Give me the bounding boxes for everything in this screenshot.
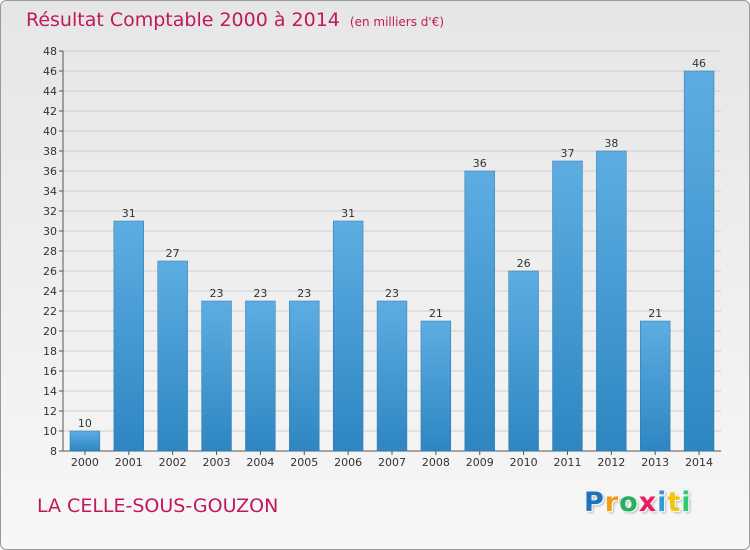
bar-value-label: 23 [210,287,224,300]
bar-value-label: 38 [604,137,618,150]
y-tick-label: 34 [43,185,57,198]
bar [508,270,539,452]
bar-value-label: 36 [473,157,487,170]
chart-unit: (en milliers d'€) [349,15,445,29]
bar-value-label: 21 [648,307,662,320]
bar-value-label: 31 [122,207,136,220]
y-tick-label: 48 [43,45,57,58]
y-tick-label: 32 [43,205,57,218]
y-tick-label: 46 [43,65,57,78]
bar-value-label: 23 [385,287,399,300]
bar [640,320,671,452]
bar [332,220,364,452]
x-tick-label: 2005 [290,456,318,469]
logo-letter: r [604,487,620,518]
y-tick-label: 36 [43,165,57,178]
x-tick-label: 2001 [115,456,143,469]
bar [464,170,495,452]
y-tick-label: 44 [43,85,57,98]
y-tick-label: 30 [43,225,57,238]
logo-letter: P [584,487,605,518]
logo-letter: o [619,487,639,518]
bar-value-label: 31 [341,207,355,220]
y-tick-label: 28 [43,245,57,258]
bar-value-label: 23 [297,287,311,300]
x-tick-label: 2010 [510,456,538,469]
bar [245,300,276,452]
bar [289,300,320,452]
y-tick-label: 22 [43,305,57,318]
bar [113,220,144,452]
y-tick-label: 20 [43,325,57,338]
y-tick-label: 8 [50,445,57,458]
y-tick-label: 38 [43,145,57,158]
x-tick-label: 2008 [422,456,450,469]
bar [683,70,715,452]
logo-letter: i [657,487,668,518]
bar-value-label: 10 [78,417,92,430]
bar [596,150,627,452]
y-tick-label: 40 [43,125,57,138]
x-tick-label: 2000 [71,456,99,469]
logo-letter: t [667,487,682,518]
data-labels: 10 31 27 23 23 23 31 23 21 36 26 37 38 21 46 [78,57,706,430]
bar [201,300,232,452]
bar-value-label: 37 [560,147,574,160]
bar [157,260,188,452]
bar-value-label: 27 [166,247,180,260]
bar [420,320,452,452]
x-tick-label: 2012 [597,456,625,469]
x-tick-label: 2009 [466,456,494,469]
y-tick-label: 14 [43,385,57,398]
axes: 8 10 12 14 16 18 20 22 24 26 28 30 32 34 36 38 40 42 44 46 4… [43,45,721,469]
y-tick-label: 42 [43,105,57,118]
bar [69,430,101,452]
chart-title: Résultat Comptable 2000 à 2014 [26,9,340,31]
x-tick-label: 2014 [685,456,713,469]
bar-value-label: 23 [253,287,267,300]
logo-letter: i [681,487,692,518]
proxiti-logo[interactable]: Proxiti [584,487,692,518]
x-tick-label: 2004 [246,456,274,469]
x-tick-label: 2006 [334,456,362,469]
x-tick-label: 2011 [553,456,581,469]
y-tick-label: 18 [43,345,57,358]
logo-letter: x [638,487,658,518]
bar [552,160,583,452]
y-tick-label: 26 [43,265,57,278]
y-tick-label: 10 [43,425,57,438]
bars [69,70,715,452]
bar-value-label: 26 [517,257,531,270]
x-tick-label: 2007 [378,456,406,469]
bar-value-label: 21 [429,307,443,320]
x-tick-label: 2003 [203,456,231,469]
y-tick-label: 12 [43,405,57,418]
chart-title-block: Résultat Comptable 2000 à 2014 (en millie… [26,9,444,31]
y-tick-label: 24 [43,285,57,298]
bar [376,300,408,452]
y-tick-label: 16 [43,365,57,378]
bar-value-label: 46 [692,57,706,70]
x-tick-label: 2002 [159,456,187,469]
commune-name: LA CELLE-SOUS-GOUZON [37,495,279,517]
x-tick-label: 2013 [641,456,669,469]
